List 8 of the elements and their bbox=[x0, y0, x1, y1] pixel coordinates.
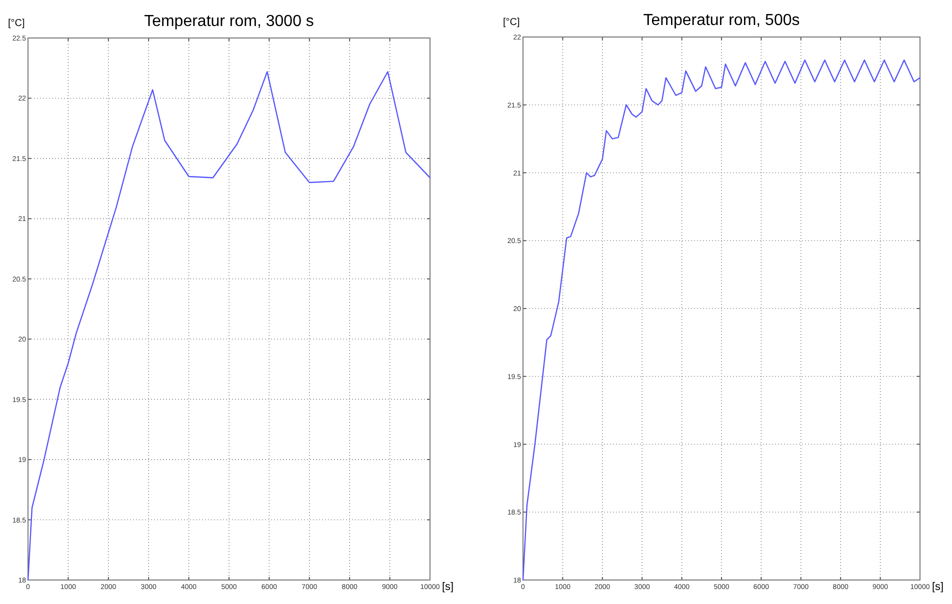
chart-title: Temperatur rom, 3000 s bbox=[144, 13, 314, 30]
chart-title: Temperatur rom, 500s bbox=[643, 12, 800, 29]
x-axis-title: [s] bbox=[932, 581, 944, 593]
y-axis-title: [°C] bbox=[8, 18, 25, 29]
y-axis-title: [°C] bbox=[503, 17, 520, 28]
line-series bbox=[27, 71, 431, 581]
x-axis-title: [s] bbox=[442, 581, 454, 593]
line-series bbox=[522, 59, 921, 581]
